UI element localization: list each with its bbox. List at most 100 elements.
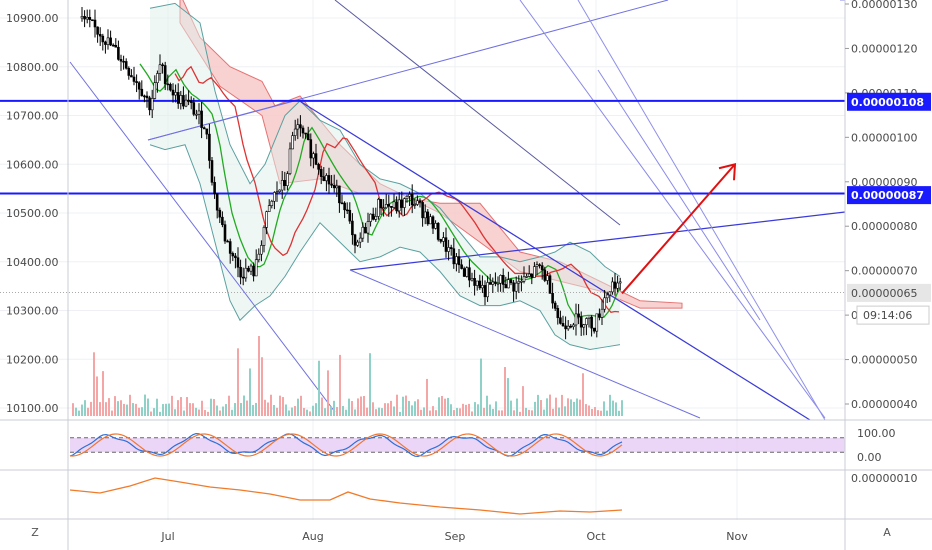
volume-bar <box>219 410 221 416</box>
target-arrow-head <box>718 162 737 181</box>
channel-line-steep <box>577 0 826 421</box>
volume-bar <box>450 404 452 416</box>
volume-bar <box>81 404 83 416</box>
countdown-tag-bg <box>856 305 930 325</box>
candle-body <box>553 302 557 309</box>
volume-bar <box>303 407 305 416</box>
channel-line-dark <box>334 0 621 226</box>
candle-body <box>278 189 281 192</box>
candle-body <box>148 97 151 111</box>
candle-body <box>345 209 349 212</box>
candle-body <box>457 256 461 266</box>
volume-bar <box>75 407 77 416</box>
candle-body <box>231 253 235 257</box>
candle-body <box>228 241 232 254</box>
candle-body <box>369 213 372 222</box>
volume-bar <box>351 401 353 416</box>
left-axis-tick: 10700.00 <box>6 110 59 123</box>
volume-bar <box>126 404 128 416</box>
volume-bar <box>78 410 80 416</box>
volume-bar <box>132 403 134 416</box>
volume-bar <box>408 400 410 416</box>
volume-bar <box>369 353 371 416</box>
x-axis-label: Oct <box>586 530 606 543</box>
candle-body <box>98 34 102 37</box>
candle-body <box>205 128 209 135</box>
volume-bar <box>183 410 185 416</box>
candle-body <box>197 110 201 115</box>
candle-body <box>322 176 326 181</box>
candle-body <box>117 46 120 60</box>
candle-body <box>486 282 489 298</box>
volume-bar <box>195 407 197 416</box>
candle-body <box>468 267 471 281</box>
candle-body <box>395 201 398 212</box>
volume-bar <box>390 400 392 416</box>
candle-body <box>582 324 586 328</box>
volume-bar <box>393 406 395 416</box>
candle-body <box>80 16 84 19</box>
lower-axis-tick: 0.00000010 <box>851 472 917 485</box>
candle-body <box>158 64 162 74</box>
volume-bar <box>552 408 554 416</box>
candle-body <box>356 241 359 246</box>
right-axis-tick: 0.00000050 <box>851 354 917 367</box>
volume-bar <box>501 410 503 416</box>
candle-body <box>114 45 118 48</box>
price-tag-bg <box>847 283 931 302</box>
candle-body <box>101 35 105 43</box>
channel-line-bottom <box>349 269 701 419</box>
volume-bar <box>345 409 347 416</box>
candle-body <box>598 313 601 318</box>
volume-bar <box>210 398 212 416</box>
candle-body <box>507 279 510 289</box>
volume-bar <box>198 409 200 416</box>
volume-bar <box>555 397 557 416</box>
volume-bar <box>222 406 224 416</box>
volume-bar <box>507 378 509 416</box>
candle-body <box>127 67 131 76</box>
volume-bar <box>579 399 581 416</box>
volume-bar <box>294 406 296 416</box>
candle-body <box>501 275 505 285</box>
volume-bar <box>384 403 386 416</box>
lower-indicator-line <box>69 477 623 515</box>
volume-bar <box>84 400 86 416</box>
candle-body <box>171 89 175 96</box>
corner-right-button[interactable]: A <box>883 526 891 539</box>
volume-bar <box>396 394 398 416</box>
candle-body <box>208 133 211 161</box>
candle-body <box>299 124 302 129</box>
candle-body <box>210 160 214 183</box>
volume-bar <box>153 408 155 416</box>
candle-body <box>366 221 370 234</box>
candle-body <box>244 267 248 279</box>
candle-body <box>618 281 622 284</box>
volume-bar <box>435 410 437 416</box>
volume-bar <box>246 400 248 416</box>
candle-body <box>312 153 315 159</box>
volume-bar <box>603 401 605 416</box>
channel-line-faint-1 <box>519 0 826 419</box>
volume-bar <box>261 357 263 416</box>
volume-bar <box>192 403 194 416</box>
candle-body <box>449 247 453 250</box>
volume-bars <box>72 336 623 416</box>
volume-bar <box>495 401 497 416</box>
candle-body <box>91 19 94 21</box>
candle-body <box>234 255 237 259</box>
volume-bar <box>447 397 449 416</box>
corner-left-button[interactable]: Z <box>31 526 39 539</box>
candle-body <box>590 316 593 329</box>
candle-body <box>538 264 541 267</box>
volume-bar <box>573 401 575 416</box>
candle-body <box>533 266 536 278</box>
volume-bar <box>159 411 161 416</box>
volume-bar <box>171 395 173 416</box>
volume-bar <box>318 360 320 416</box>
oscillator-axis-tick: 100.00 <box>857 427 896 440</box>
channel-line-right <box>349 211 846 271</box>
candle-body <box>247 267 250 272</box>
candle-body <box>291 135 294 150</box>
